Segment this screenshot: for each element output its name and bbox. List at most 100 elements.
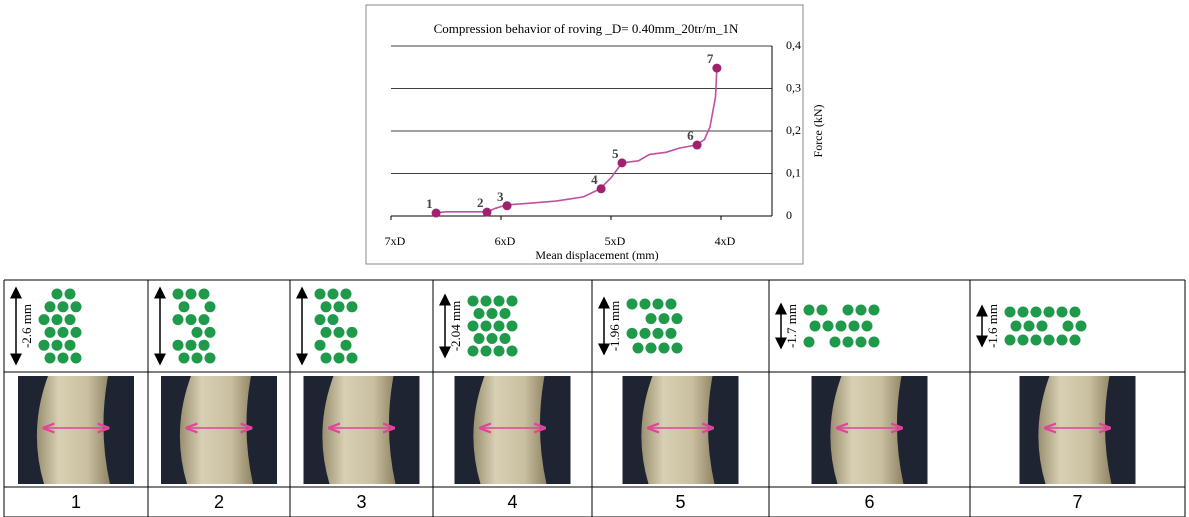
fibre — [486, 333, 498, 344]
fibre — [493, 320, 505, 332]
fibre — [57, 352, 69, 364]
point — [712, 63, 722, 73]
dimension-label: -1.6 mm — [985, 304, 1000, 348]
fibre — [467, 345, 479, 357]
fibre — [320, 326, 332, 338]
dimension-label: -2.04 mm — [448, 301, 463, 352]
y-tick-label: 0,2 — [786, 123, 801, 137]
point-label: 5 — [612, 146, 619, 161]
panel-number: 2 — [214, 492, 224, 512]
fibre — [665, 298, 677, 310]
fibre — [480, 295, 492, 307]
point-label: 2 — [477, 195, 484, 210]
fibre — [198, 288, 210, 300]
point — [692, 140, 702, 150]
fibre — [191, 352, 203, 364]
fibre — [473, 308, 485, 319]
fibre — [1036, 320, 1048, 332]
photo-roving — [179, 376, 253, 484]
fibre — [320, 301, 332, 313]
fibre — [803, 304, 815, 316]
photo-roving — [1038, 376, 1112, 484]
fibre — [178, 301, 190, 313]
y-tick-label: 0,4 — [786, 38, 801, 52]
photo-roving — [830, 376, 904, 484]
fibre — [1017, 334, 1029, 346]
dimension-label: -2.6 mm — [19, 304, 34, 348]
fibre — [868, 336, 880, 348]
fibre — [178, 352, 190, 364]
fibre — [314, 288, 326, 300]
fibre — [340, 339, 352, 351]
fibre — [1030, 334, 1042, 346]
fibre — [506, 345, 518, 357]
fibre — [314, 314, 326, 326]
fibre — [506, 295, 518, 307]
y-tick-label: 0 — [786, 208, 792, 222]
fibre — [1062, 320, 1074, 332]
fibre — [57, 301, 69, 313]
fibre — [204, 301, 216, 313]
point-label: 7 — [707, 51, 714, 66]
fibre — [346, 301, 358, 313]
fibre — [473, 333, 485, 344]
fibre — [198, 339, 210, 351]
fibre — [70, 352, 82, 364]
fibre — [835, 320, 847, 332]
fibre — [1004, 306, 1016, 318]
fibre — [191, 326, 203, 338]
fibre — [185, 288, 197, 300]
fibre — [38, 339, 50, 351]
fibre — [204, 352, 216, 364]
dimension-label: -1.96 mm — [607, 301, 622, 352]
fibre — [467, 320, 479, 332]
fibre — [44, 352, 56, 364]
fibre — [816, 304, 828, 316]
fibre — [172, 314, 184, 326]
fibre — [204, 326, 216, 338]
fibre — [665, 327, 677, 339]
y-axis-label: Force (kN) — [811, 105, 825, 158]
fibre — [671, 313, 683, 325]
fibre — [314, 339, 326, 351]
fibre — [44, 301, 56, 313]
fibre — [626, 298, 638, 310]
fibre — [671, 342, 683, 354]
point-label: 6 — [687, 128, 694, 143]
fibre — [1023, 320, 1035, 332]
fibre — [1056, 306, 1068, 318]
fibre — [185, 314, 197, 326]
point — [502, 201, 512, 211]
fibre — [822, 320, 834, 332]
fibre — [1043, 334, 1055, 346]
fibre — [70, 326, 82, 338]
fibre — [64, 288, 76, 300]
panel-number: 5 — [675, 492, 685, 512]
fibre — [658, 342, 670, 354]
point-label: 4 — [591, 172, 598, 187]
fibre — [70, 301, 82, 313]
fibre — [652, 327, 664, 339]
fibre — [842, 304, 854, 316]
fibre — [185, 339, 197, 351]
photo-roving — [641, 376, 715, 484]
fibre — [467, 295, 479, 307]
photo-roving — [36, 376, 111, 484]
x-tick-label: 5xD — [605, 234, 626, 248]
fibre — [64, 339, 76, 351]
fibre — [1056, 334, 1068, 346]
fibre — [333, 326, 345, 338]
fibre — [51, 314, 63, 326]
x-axis-label: Mean displacement (mm) — [535, 248, 658, 262]
panel-number: 3 — [356, 492, 366, 512]
fibre — [848, 320, 860, 332]
fibre — [64, 314, 76, 326]
fibre — [51, 288, 63, 300]
point — [596, 184, 606, 194]
photo-roving — [473, 376, 547, 484]
fibre — [1017, 306, 1029, 318]
fibre — [480, 320, 492, 332]
fibre — [639, 298, 651, 310]
fibre — [652, 298, 664, 310]
